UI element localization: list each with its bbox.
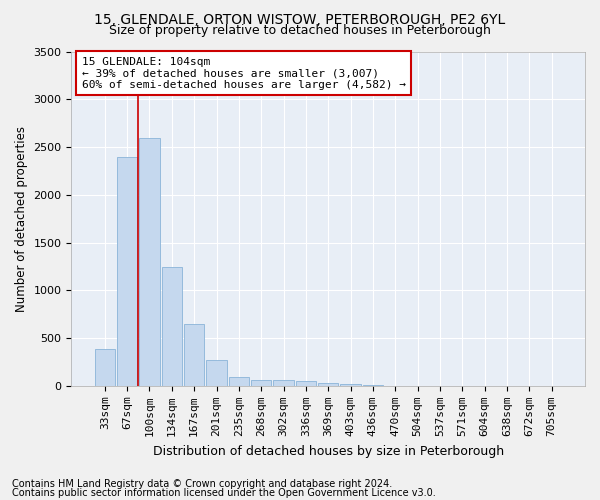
Text: Contains HM Land Registry data © Crown copyright and database right 2024.: Contains HM Land Registry data © Crown c… bbox=[12, 479, 392, 489]
Bar bbox=[363, 385, 383, 386]
X-axis label: Distribution of detached houses by size in Peterborough: Distribution of detached houses by size … bbox=[152, 444, 504, 458]
Bar bbox=[184, 324, 204, 386]
Bar bbox=[117, 156, 137, 386]
Text: Contains public sector information licensed under the Open Government Licence v3: Contains public sector information licen… bbox=[12, 488, 436, 498]
Bar bbox=[95, 348, 115, 386]
Bar bbox=[162, 266, 182, 386]
Text: 15, GLENDALE, ORTON WISTOW, PETERBOROUGH, PE2 6YL: 15, GLENDALE, ORTON WISTOW, PETERBOROUGH… bbox=[94, 12, 506, 26]
Bar bbox=[251, 380, 271, 386]
Bar bbox=[296, 382, 316, 386]
Bar bbox=[229, 377, 249, 386]
Bar bbox=[340, 384, 361, 386]
Bar bbox=[318, 383, 338, 386]
Text: 15 GLENDALE: 104sqm
← 39% of detached houses are smaller (3,007)
60% of semi-det: 15 GLENDALE: 104sqm ← 39% of detached ho… bbox=[82, 56, 406, 90]
Bar bbox=[206, 360, 227, 386]
Text: Size of property relative to detached houses in Peterborough: Size of property relative to detached ho… bbox=[109, 24, 491, 37]
Y-axis label: Number of detached properties: Number of detached properties bbox=[15, 126, 28, 312]
Bar bbox=[139, 138, 160, 386]
Bar bbox=[274, 380, 293, 386]
